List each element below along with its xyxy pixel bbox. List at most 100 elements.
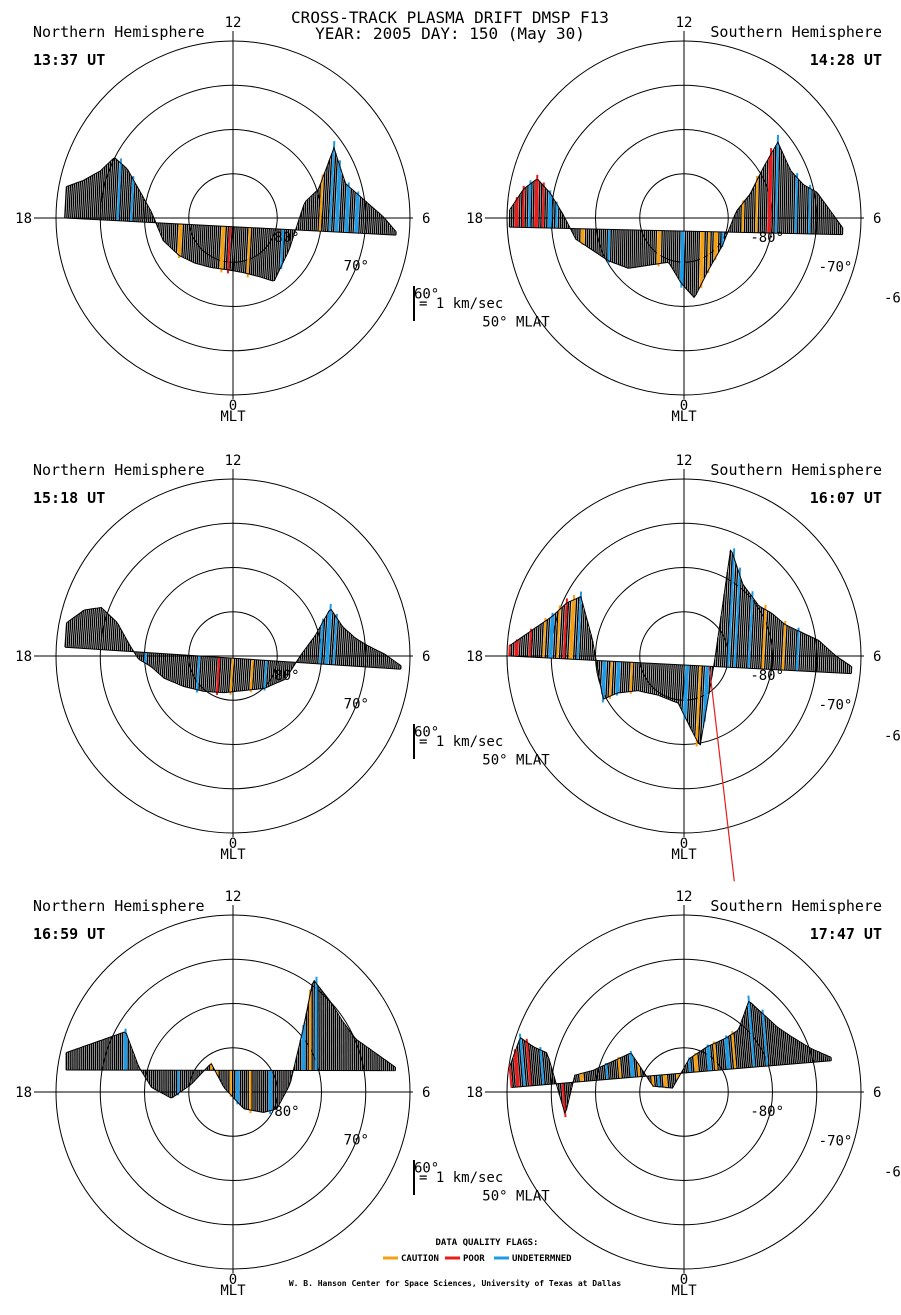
drift-vector (729, 563, 737, 668)
drift-vector (311, 193, 315, 231)
flagged-drift-vector-undetermined (794, 173, 799, 234)
drift-vector (792, 629, 796, 671)
flagged-drift-vector-undetermined (680, 230, 684, 288)
drift-vector (709, 231, 712, 267)
drift-vector (305, 646, 308, 664)
flagged-drift-vector-caution (657, 230, 661, 267)
drift-vector (617, 229, 620, 265)
drift-vector (751, 1004, 759, 1067)
mlat-label-50: 50° MLAT (482, 753, 550, 769)
drift-vector (790, 172, 794, 234)
flagged-drift-vector-undetermined (130, 176, 135, 222)
legend-undetermined-label: UNDETERMNED (512, 1254, 572, 1264)
mlat-label-80: -80° (750, 668, 784, 684)
drift-vector (383, 218, 386, 235)
flagged-drift-vector-undetermined (808, 184, 812, 234)
drift-vector (223, 226, 228, 270)
drift-vector (156, 653, 159, 672)
drift-vector (196, 224, 200, 264)
drift-vector (85, 177, 90, 220)
drift-vector (382, 653, 385, 669)
drift-vector (780, 1029, 785, 1065)
drift-vector (68, 185, 72, 219)
drift-vector (806, 187, 809, 234)
drift-vector (784, 625, 788, 671)
drift-vector (611, 661, 615, 696)
drift-vector (543, 1051, 548, 1085)
drift-vector (93, 172, 98, 220)
drift-vector (256, 228, 261, 277)
drift-vector (747, 195, 750, 233)
mlt-label-6: 6 (422, 211, 430, 227)
drift-vector (138, 192, 142, 222)
drift-vector (317, 184, 322, 232)
drift-vector (127, 643, 130, 652)
mlat-label-60: 60° (414, 286, 439, 302)
drift-vector (344, 185, 349, 233)
drift-vector (659, 663, 663, 697)
flagged-drift-vector-caution (608, 661, 613, 700)
drift-vector (796, 1040, 800, 1064)
drift-vector (576, 1074, 578, 1083)
drift-vector (145, 204, 149, 223)
drift-vector (317, 626, 321, 664)
drift-vector (147, 208, 150, 223)
drift-vector (614, 1060, 618, 1079)
drift-trace (508, 995, 832, 1118)
drift-vector (518, 1040, 524, 1087)
flagged-drift-vector-undetermined (688, 1057, 692, 1073)
drift-vector (679, 664, 683, 707)
drift-trace (64, 141, 397, 281)
drift-vector (121, 633, 125, 652)
drift-vector (721, 572, 728, 668)
drift-vector (163, 653, 167, 679)
drift-vector (545, 1052, 550, 1085)
drift-vector (210, 656, 214, 692)
drift-vector (334, 620, 340, 665)
mlt-label-18: 18 (466, 211, 483, 227)
drift-vector (356, 640, 360, 667)
drift-vector (265, 660, 270, 688)
drift-vector (231, 226, 235, 271)
drift-vector (235, 658, 240, 692)
drift-vector (596, 229, 599, 254)
drift-vector (522, 635, 526, 657)
drift-vector (647, 230, 650, 266)
drift-vector (360, 198, 364, 234)
drift-vector (778, 621, 782, 670)
drift-vector (233, 226, 237, 271)
drift-vector (649, 663, 653, 694)
drift-vector (546, 190, 549, 229)
drift-vector (280, 661, 283, 682)
drift-vector (239, 227, 243, 273)
mlt-label-6: 6 (873, 649, 881, 665)
drift-vector (672, 1073, 675, 1086)
drift-vector (257, 659, 262, 690)
drift-vector (719, 1040, 723, 1070)
drift-vector (352, 191, 356, 233)
flagged-drift-vector-caution (177, 223, 182, 259)
drift-vector (697, 1052, 701, 1072)
drift-vector (170, 223, 173, 248)
drift-vector (756, 606, 761, 669)
drift-vector (372, 648, 375, 668)
drift-vector (776, 1026, 782, 1066)
drift-vector (723, 550, 732, 668)
drift-vector (95, 171, 100, 220)
flagged-drift-vector-poor (521, 185, 525, 228)
drift-vector (538, 623, 542, 658)
mlat-label-60: 60° (414, 724, 439, 740)
drift-vector (690, 1057, 693, 1073)
credit-line: W. B. Hanson Center for Space Sciences, … (289, 1278, 622, 1288)
drift-vector (70, 618, 74, 648)
flagged-drift-vector-undetermined (733, 567, 742, 668)
drift-vector (657, 663, 661, 696)
drift-vector (621, 229, 624, 267)
drift-vector (594, 229, 597, 252)
drift-vector (619, 229, 622, 266)
flagged-drift-vector-caution (542, 618, 547, 658)
drift-vector (214, 657, 218, 693)
drift-vector (625, 1055, 629, 1078)
drift-vector (66, 621, 70, 648)
